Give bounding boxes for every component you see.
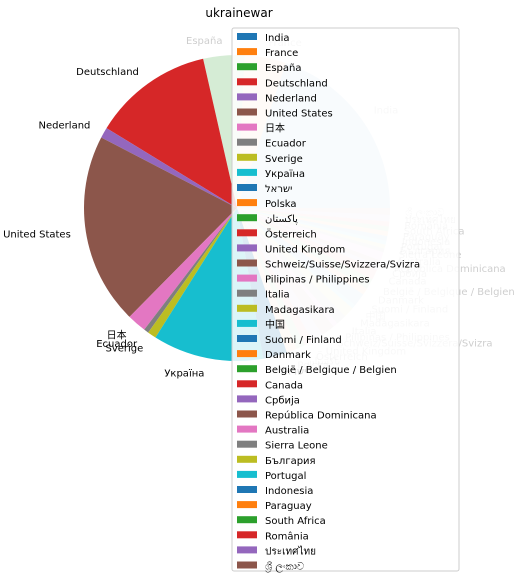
pie-slice-united-states — [83, 137, 237, 317]
legend-swatch — [237, 501, 257, 509]
legend-entry: România — [265, 530, 309, 542]
pie-slice-deutschland — [106, 58, 237, 209]
legend-entry: Indonesia — [265, 486, 313, 497]
legend-entry: United Kingdom — [265, 244, 345, 255]
legend-swatch — [237, 168, 257, 176]
slice-label-item-6: 日本 — [107, 329, 127, 342]
legend-swatch — [237, 138, 257, 146]
legend-entry: República Dominicana — [265, 410, 377, 422]
legend-entry: Suomi / Finland — [265, 335, 342, 346]
legend-entry: France — [265, 48, 298, 59]
legend-swatch — [237, 380, 257, 388]
legend-entry: ශ්‍රී ලංකාව — [265, 562, 304, 573]
legend-entry: Schweiz/Suisse/Svizzera/Svizra — [265, 260, 420, 271]
legend-swatch — [237, 199, 257, 207]
legend-entry: България — [265, 456, 316, 467]
legend-entry: Danmark — [265, 350, 311, 361]
legend-entry: España — [265, 63, 301, 74]
legend-swatch — [237, 274, 257, 282]
legend-entry: Србија — [265, 394, 300, 406]
legend-entry: Sverige — [265, 154, 303, 165]
legend-swatch — [237, 516, 257, 524]
legend-swatch — [237, 229, 257, 237]
legend-entry: 中国 — [265, 318, 285, 331]
legend-swatch — [237, 425, 257, 433]
legend-entry: United States — [265, 109, 333, 120]
legend-swatch — [237, 455, 257, 463]
legend-entry: Italia — [265, 290, 290, 301]
legend-swatch — [237, 350, 257, 358]
legend-entry: India — [265, 33, 290, 44]
legend-swatch — [237, 304, 257, 312]
slice-label-sverige: Sverige — [105, 343, 143, 354]
legend-entry: Pilipinas / Philippines — [265, 275, 370, 286]
legend-entry: پاکستان — [265, 214, 298, 225]
pie-slice-item-6 — [129, 208, 237, 330]
slice-label-ecuador: Ecuador — [96, 339, 138, 350]
legend-entry: Ecuador — [265, 139, 307, 150]
pie-slice-nederland — [101, 128, 238, 208]
legend-swatch — [237, 48, 257, 56]
slice-label-item-9: Україна — [164, 369, 204, 380]
legend-swatch — [237, 531, 257, 539]
legend-entry: België / Belgique / Belgien — [265, 365, 397, 376]
legend-entry: Österreich — [265, 227, 317, 240]
legend-swatch — [237, 78, 257, 86]
slice-label-espan-a: España — [186, 36, 222, 47]
slice-label-deutschland: Deutschland — [76, 67, 139, 78]
legend-swatch — [237, 410, 257, 418]
legend-entry: Nederland — [265, 93, 317, 104]
legend-swatch — [237, 289, 257, 297]
legend-entry: South Africa — [265, 516, 326, 527]
legend-swatch — [237, 561, 257, 569]
legend-swatch — [237, 93, 257, 101]
legend-swatch — [237, 486, 257, 493]
legend-swatch — [237, 184, 257, 191]
chart-title: ukrainewar — [205, 6, 272, 20]
slice-label-nederland: Nederland — [39, 121, 91, 132]
legend-swatch — [237, 259, 257, 267]
legend-swatch — [237, 335, 257, 342]
legend-entry: Madagasikara — [265, 305, 335, 316]
legend-entry: Canada — [265, 380, 303, 391]
legend-swatch — [237, 546, 257, 554]
legend: India France España Deutschland Nederland Uni… — [231, 27, 460, 573]
legend-swatch — [237, 244, 257, 252]
legend-entry: ישראל — [265, 184, 292, 195]
legend-swatch — [237, 365, 257, 373]
legend-entry: Україна — [265, 169, 305, 180]
legend-entry: Portugal — [265, 471, 306, 482]
legend-frame — [231, 27, 460, 572]
legend-swatch — [237, 214, 257, 222]
legend-entry: Deutschland — [265, 78, 328, 89]
legend-swatch — [237, 470, 257, 478]
legend-swatch — [237, 319, 257, 327]
slice-label-united-states: United States — [3, 230, 71, 241]
legend-entry: 日本 — [265, 122, 285, 135]
pie-slice-sverige — [148, 208, 237, 338]
legend-entry: ประเทศไทย — [265, 545, 316, 557]
legend-entry: Sierra Leone — [265, 441, 328, 452]
legend-entry: Paraguay — [265, 501, 312, 512]
legend-swatch — [237, 123, 257, 131]
legend-swatch — [237, 63, 257, 71]
legend-swatch — [237, 33, 257, 40]
legend-swatch — [237, 153, 257, 161]
legend-swatch — [237, 440, 257, 448]
legend-entry: Australia — [265, 426, 309, 437]
legend-entry: Polska — [265, 199, 297, 210]
legend-swatch — [237, 108, 257, 116]
legend-swatch — [237, 395, 257, 403]
pie-slice-ecuador — [144, 208, 237, 333]
